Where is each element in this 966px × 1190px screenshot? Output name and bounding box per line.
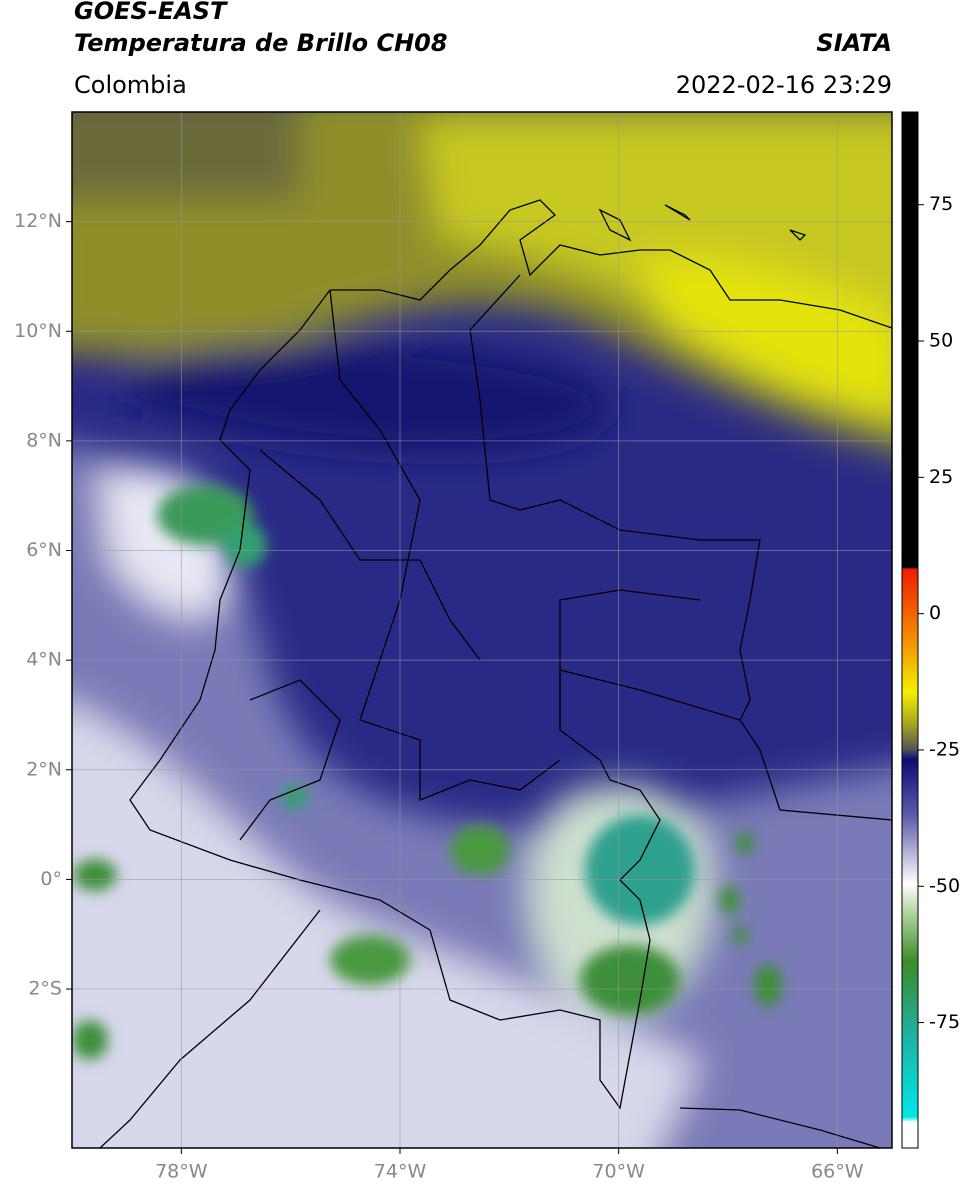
y-tick-label: 6°N xyxy=(26,539,62,561)
colorbar-tick-label: -75 xyxy=(929,1011,960,1033)
colorbar-tick-label: 25 xyxy=(929,466,953,488)
x-tick-label: 78°W xyxy=(155,1161,208,1183)
y-tick-label: 12°N xyxy=(14,210,62,232)
grid xyxy=(72,112,892,1148)
region: Colombia xyxy=(74,71,187,99)
colorbar-tick-label: 75 xyxy=(929,193,953,215)
colorbar xyxy=(901,111,919,1149)
source: SIATA xyxy=(816,29,892,57)
y-tick-label: 8°N xyxy=(26,429,62,451)
subtitle: Temperatura de Brillo CH08 xyxy=(74,29,448,57)
title: GOES-EAST xyxy=(74,0,228,25)
colorbar-tick-label: 50 xyxy=(929,330,953,352)
borders xyxy=(99,199,892,1148)
colorbar-tick-label: -50 xyxy=(929,875,960,897)
y-tick-label: 2°N xyxy=(26,758,62,780)
map-frame xyxy=(71,111,893,1149)
colorbar-tick-label: 0 xyxy=(929,602,941,624)
x-tick-label: 74°W xyxy=(374,1161,427,1183)
y-tick-label: 4°N xyxy=(26,649,62,671)
colorbar-tick-label: -25 xyxy=(929,738,960,760)
y-tick-label: 0° xyxy=(40,868,62,890)
y-tick-label: 2°S xyxy=(28,978,62,1000)
y-tick-label: 10°N xyxy=(14,320,62,342)
datetime: 2022-02-16 23:29 xyxy=(676,71,892,99)
satellite-image xyxy=(72,112,892,1148)
x-tick-label: 70°W xyxy=(592,1161,645,1183)
x-tick-label: 66°W xyxy=(811,1161,864,1183)
